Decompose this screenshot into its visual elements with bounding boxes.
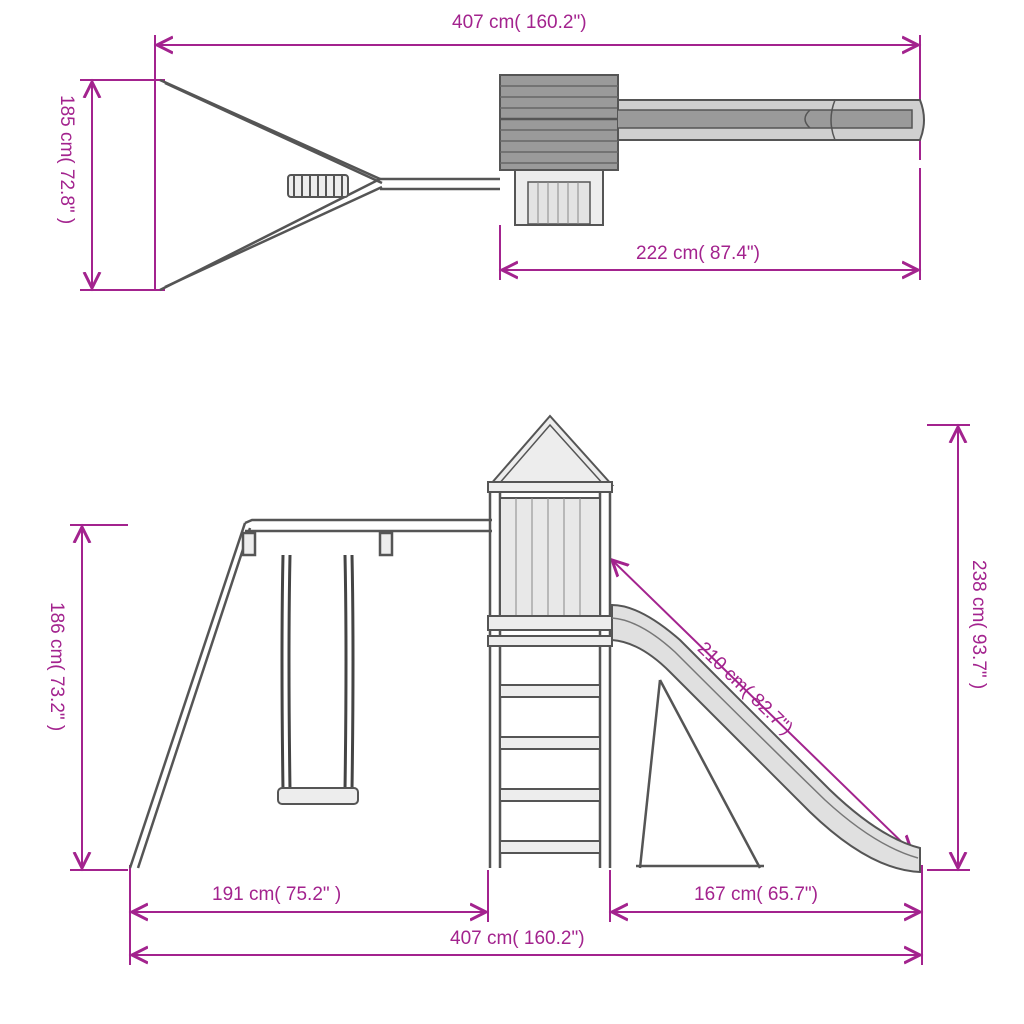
dim-bottom-full-width: 407 cm( 160.2") [450,928,585,950]
diagram-svg [0,0,1024,1024]
dim-bottom-right-height: 238 cm( 93.7" ) [967,560,989,689]
front-view [70,416,970,965]
dim-bottom-left-height: 186 cm( 73.2" ) [45,602,67,731]
dim-top-height: 185 cm( 72.8" ) [55,95,77,224]
dim-bottom-right-width: 167 cm( 65.7") [694,884,818,906]
dim-top-width: 407 cm( 160.2") [452,12,587,34]
dim-bottom-left-width: 191 cm( 75.2" ) [212,884,341,906]
top-view [80,35,924,290]
dim-top-mid-width: 222 cm( 87.4") [636,243,760,265]
